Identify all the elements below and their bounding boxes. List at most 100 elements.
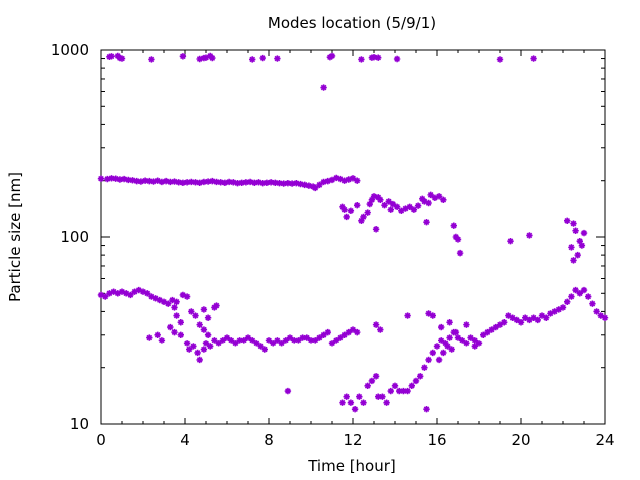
data-point [570, 220, 577, 227]
data-point [196, 55, 203, 63]
data-point [349, 326, 357, 333]
data-point [414, 202, 422, 209]
data-point [337, 334, 344, 341]
y-tick-label: 100 [60, 228, 89, 246]
data-point [467, 334, 474, 341]
data-point [448, 346, 455, 353]
data-point [440, 349, 447, 357]
data-point [223, 334, 231, 341]
data-point [186, 346, 193, 353]
data-point [312, 337, 319, 344]
data-point [118, 288, 126, 295]
data-point [328, 52, 336, 60]
data-point [356, 393, 363, 400]
tick-labels: 0 4 8 12 16 20 24 10 100 1000 [51, 41, 615, 449]
data-point [328, 340, 336, 347]
data-point [274, 337, 281, 344]
data-point [366, 200, 373, 208]
data-point [446, 334, 453, 341]
data-point [173, 298, 180, 306]
x-tick-label: 12 [343, 431, 362, 449]
data-point [375, 54, 382, 61]
data-point [431, 194, 439, 202]
data-point [572, 286, 579, 294]
data-point [396, 387, 403, 395]
data-point [137, 178, 145, 185]
data-point [543, 314, 550, 321]
data-point [597, 312, 604, 319]
data-point [259, 54, 266, 62]
data-point [375, 194, 382, 201]
data-point [154, 331, 161, 338]
data-point [274, 55, 281, 62]
data-point [288, 180, 296, 187]
data-point [238, 179, 245, 186]
data-point [360, 399, 367, 406]
data-point [188, 178, 195, 186]
data-point [423, 405, 430, 413]
data-point [459, 337, 466, 344]
data-point [120, 175, 128, 183]
data-point [435, 356, 443, 364]
data-point [192, 312, 199, 319]
data-point [167, 323, 174, 331]
chart-title: Modes location (5/9/1) [268, 14, 436, 32]
data-point [158, 337, 166, 344]
data-point [316, 334, 323, 341]
data-point [230, 179, 237, 186]
data-point [530, 55, 537, 62]
data-point [173, 312, 180, 319]
data-point [377, 326, 384, 333]
data-point [370, 193, 378, 200]
data-point [358, 217, 365, 225]
data-point [379, 393, 386, 400]
data-point [324, 328, 331, 336]
data-point [421, 364, 428, 371]
data-point [393, 55, 401, 63]
data-point [280, 180, 287, 187]
data-point [372, 321, 380, 328]
y-tick-label: 1000 [51, 41, 89, 59]
data-point [183, 293, 191, 300]
data-point [141, 177, 149, 184]
x-tick-label: 8 [264, 431, 274, 449]
data-point [135, 286, 142, 294]
data-point [171, 178, 178, 185]
data-point [249, 337, 256, 344]
data-point [312, 184, 319, 192]
data-point [564, 217, 571, 225]
data-point [454, 236, 462, 243]
data-point [429, 349, 436, 357]
data-point [133, 177, 140, 185]
data-point [209, 54, 216, 62]
data-point [316, 181, 323, 189]
data-point [204, 178, 212, 185]
data-point [320, 178, 327, 186]
data-point [169, 296, 176, 304]
data-point [446, 319, 453, 326]
data-point [398, 207, 405, 215]
data-point [377, 196, 384, 204]
data-point [471, 343, 478, 350]
x-tick-label: 16 [427, 431, 446, 449]
data-point [372, 373, 380, 380]
data-point [410, 206, 418, 213]
data-point [261, 346, 268, 353]
data-point [406, 203, 413, 211]
data-point [496, 321, 504, 328]
data-point [131, 288, 138, 295]
data-point [354, 201, 361, 209]
data-point [429, 312, 436, 319]
data-point [211, 337, 218, 344]
data-point [200, 326, 208, 333]
data-point [442, 340, 449, 347]
data-point [433, 343, 441, 350]
data-point [200, 178, 208, 186]
data-point [389, 200, 397, 208]
data-point [265, 337, 273, 344]
data-point [175, 179, 182, 186]
data-point [236, 337, 243, 344]
data-point [202, 54, 210, 61]
data-point [438, 323, 445, 331]
data-point [555, 306, 562, 313]
